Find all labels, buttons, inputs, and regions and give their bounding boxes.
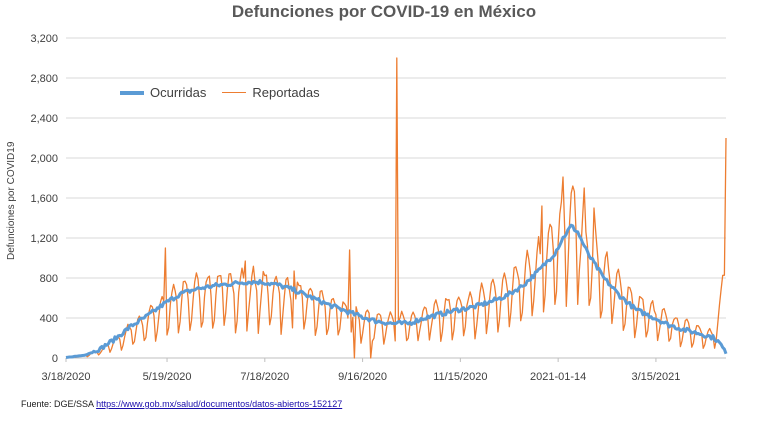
y-tick-label-2800: 2,800 xyxy=(30,73,58,85)
series-layer xyxy=(65,57,728,359)
series-line-reportadas xyxy=(65,57,727,359)
y-tick-label-1600: 1,600 xyxy=(30,193,58,205)
x-tick-label-362: 3/15/2021 xyxy=(631,371,680,383)
legend-item-ocurridas: Ocurridas xyxy=(120,85,206,100)
y-tick-label-1200: 1,200 xyxy=(30,233,58,245)
legend-swatch-ocurridas xyxy=(120,90,144,95)
source-link[interactable]: https://www.gob.mx/salud/documentos/dato… xyxy=(96,399,343,409)
x-tick-label-302: 2021-01-14 xyxy=(530,371,586,383)
y-axis-label: Defunciones por COVID19 xyxy=(6,141,17,260)
x-tick-label-182: 9/16/2020 xyxy=(338,371,387,383)
legend-label-ocurridas: Ocurridas xyxy=(150,85,207,100)
y-tick-label-2000: 2,000 xyxy=(30,153,58,165)
y-tick-label-0: 0 xyxy=(52,353,58,365)
y-tick-label-2400: 2,400 xyxy=(30,113,58,125)
axes: 0 400 800 1,200 1,600 2,000 2,400 2,800 3,200 3/1… xyxy=(30,33,726,383)
source-prefix: Fuente: DGE/SSA xyxy=(21,399,94,409)
legend-item-reportadas: Reportadas xyxy=(222,85,320,100)
x-tick-label-122: 7/18/2020 xyxy=(240,371,289,383)
x-tick-label-242: 11/15/2020 xyxy=(433,371,487,383)
x-tick-label-0: 3/18/2020 xyxy=(42,371,91,383)
legend: Ocurridas Reportadas xyxy=(120,85,336,100)
source-note: Fuente: DGE/SSA https://www.gob.mx/salud… xyxy=(21,399,342,409)
chart-title: Defunciones por COVID-19 en México xyxy=(231,2,537,21)
legend-swatch-reportadas xyxy=(222,91,247,94)
x-tick-label-62: 5/19/2020 xyxy=(143,371,192,383)
legend-label-reportadas: Reportadas xyxy=(252,85,320,100)
y-tick-label-3200: 3,200 xyxy=(30,33,58,45)
y-tick-label-400: 400 xyxy=(40,313,58,325)
series-line-ocurridas xyxy=(65,223,728,359)
y-tick-label-800: 800 xyxy=(40,273,58,285)
